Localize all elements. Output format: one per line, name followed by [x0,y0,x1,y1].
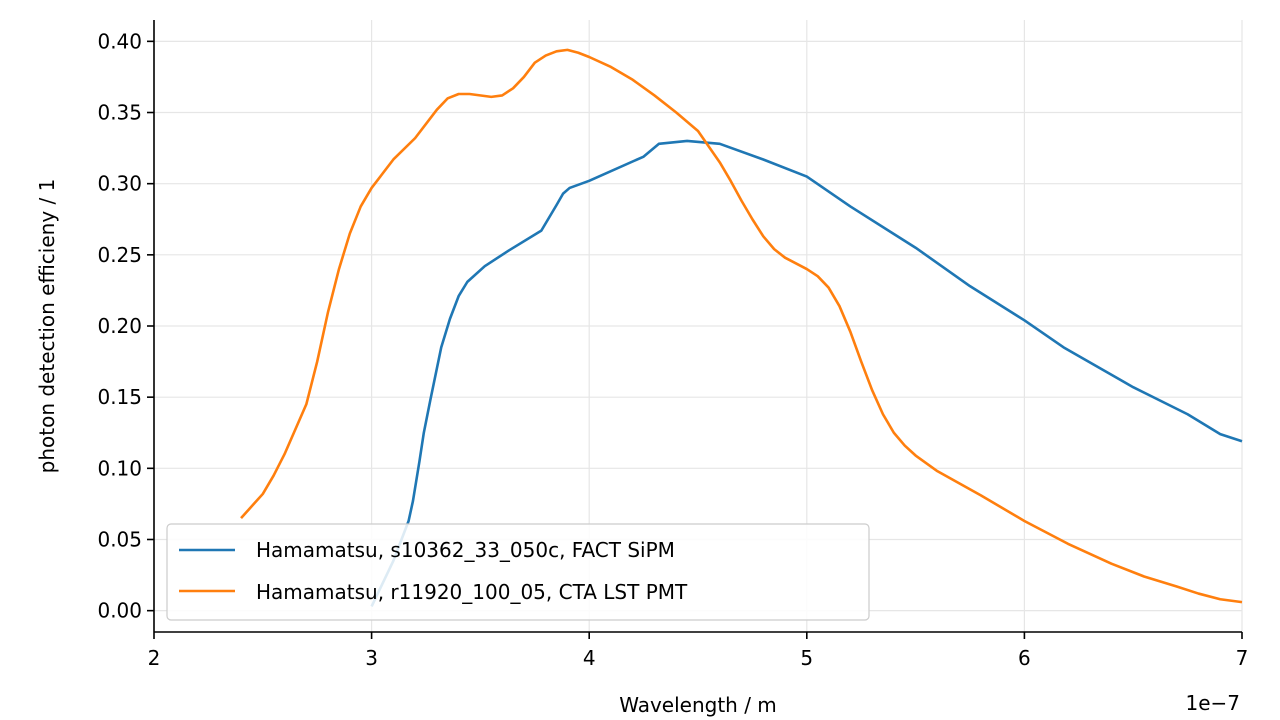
series-line-1 [240,48,1243,604]
legend-box [166,523,870,621]
x-offset-label: 1e−7 [1185,691,1240,715]
x-tick-label: 5 [800,646,813,670]
ticks: 2 3 4 5 6 7 0.00 0.05 0.10 0.15 0.20 0.25 0.30 0.35 0.… [97,29,1248,670]
y-tick-label: 0.05 [97,527,142,551]
y-tick-label: 0.20 [97,314,142,338]
series-line-0 [370,139,1243,607]
legend-label-cta-lst-pmt: Hamamatsu, r11920_100_05, CTA LST PMT [256,580,688,604]
y-tick-label: 0.40 [97,29,142,53]
y-axis-label: photon detection efficieny / 1 [35,179,59,474]
legend-label-fact-sipm: Hamamatsu, s10362_33_050c, FACT SiPM [256,538,675,562]
y-tick-label: 0.15 [97,385,142,409]
y-tick-label: 0.10 [97,456,142,480]
y-tick-label: 0.30 [97,172,142,196]
x-axis-label: Wavelength / m [619,693,777,717]
y-tick-label: 0.00 [97,599,142,623]
x-tick-label: 2 [148,646,161,670]
plot-area [240,48,1243,607]
legend: Hamamatsu, s10362_33_050c, FACT SiPM Ham… [166,523,870,621]
y-tick-label: 0.25 [97,243,142,267]
y-tick-label: 0.35 [97,101,142,125]
x-tick-label: 4 [583,646,596,670]
grid [153,20,1243,632]
x-tick-label: 7 [1236,646,1249,670]
x-tick-label: 6 [1018,646,1031,670]
x-tick-label: 3 [365,646,378,670]
